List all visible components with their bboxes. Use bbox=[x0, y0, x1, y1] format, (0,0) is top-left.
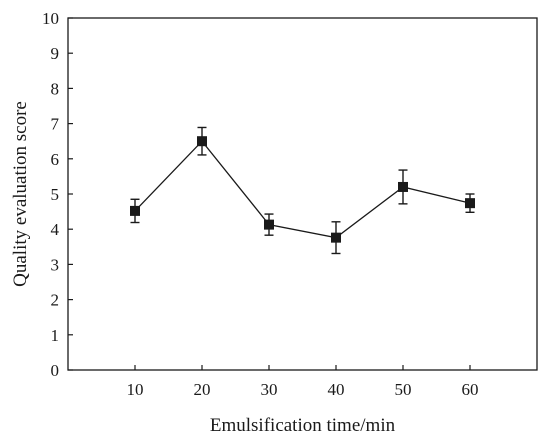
x-tick-label: 20 bbox=[194, 380, 211, 399]
x-axis-label: Emulsification time/min bbox=[210, 415, 396, 436]
x-tick-label: 30 bbox=[261, 380, 278, 399]
y-tick-label: 6 bbox=[51, 150, 60, 169]
x-tick-label: 60 bbox=[462, 380, 479, 399]
y-axis-label: Quality evaluation score bbox=[10, 101, 31, 287]
y-tick-label: 7 bbox=[51, 115, 60, 134]
y-tick-label: 3 bbox=[51, 255, 60, 274]
series-layer bbox=[130, 126, 475, 255]
axes: 0 1 2 3 4 5 6 7 8 9 10 10 20 30 40 50 60 bbox=[42, 9, 538, 399]
series-line bbox=[134, 140, 471, 239]
y-tick-label: 9 bbox=[51, 44, 60, 63]
y-tick-label: 1 bbox=[51, 326, 60, 345]
x-tick-label: 10 bbox=[127, 380, 144, 399]
data-point bbox=[465, 198, 475, 209]
data-point bbox=[398, 181, 408, 192]
y-tick-label: 8 bbox=[51, 79, 60, 98]
y-tick-label: 4 bbox=[51, 220, 60, 239]
y-tick-label: 0 bbox=[51, 361, 60, 380]
data-point bbox=[197, 136, 207, 147]
y-tick-label: 5 bbox=[51, 185, 60, 204]
data-point bbox=[264, 219, 274, 230]
x-tick-label: 50 bbox=[395, 380, 412, 399]
data-point bbox=[130, 205, 140, 216]
y-tick-label: 2 bbox=[51, 291, 60, 310]
y-tick-label: 10 bbox=[42, 9, 59, 28]
data-point bbox=[331, 232, 341, 243]
x-tick-label: 40 bbox=[328, 380, 345, 399]
